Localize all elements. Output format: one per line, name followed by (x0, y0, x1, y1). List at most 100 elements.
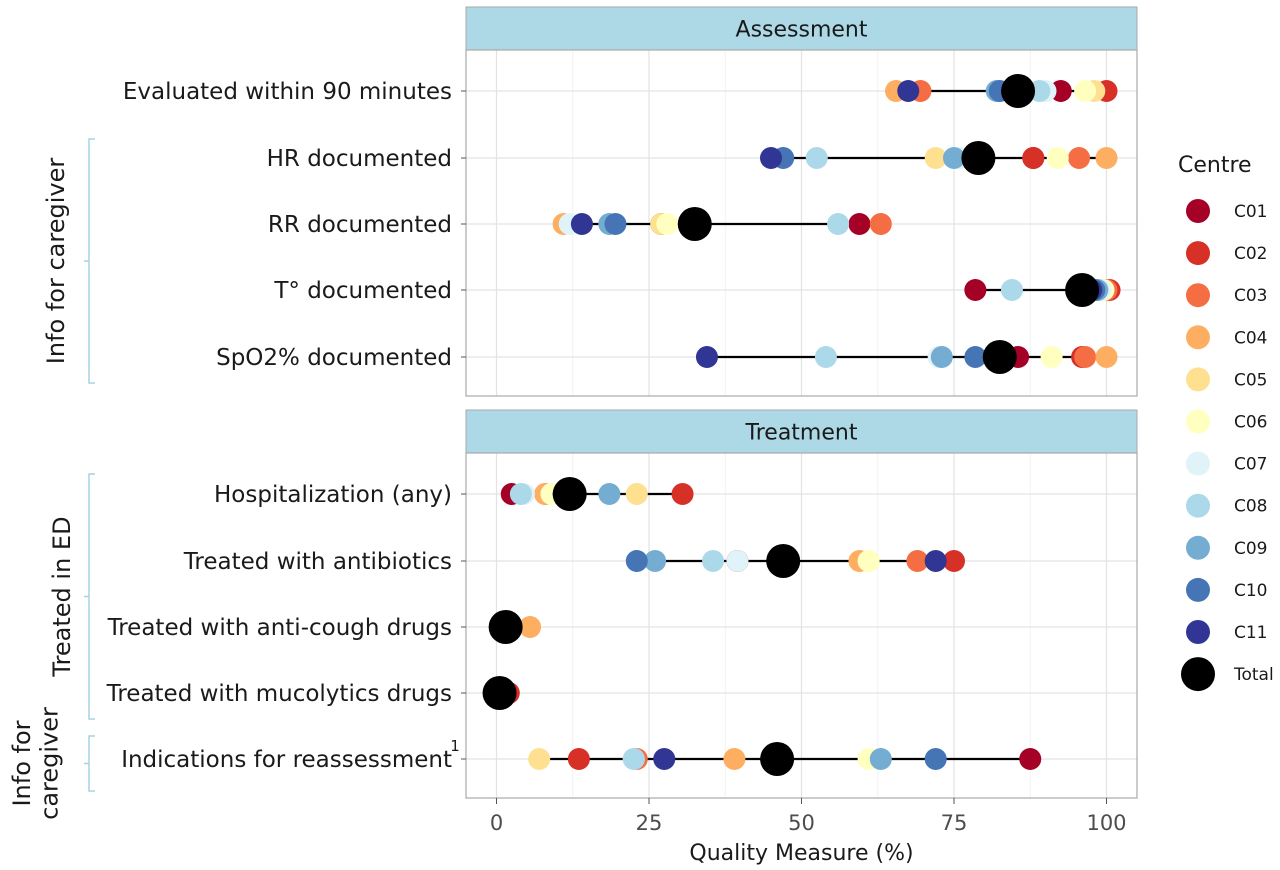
point-c09 (598, 483, 621, 505)
legend-item: C02 (1186, 241, 1268, 266)
panel-strip (465, 409, 1138, 454)
point-c08 (814, 346, 837, 368)
point-c10 (625, 550, 648, 572)
row-label: Indications for reassessment (121, 747, 452, 773)
point-c08 (1000, 279, 1023, 301)
bracket-line (88, 473, 95, 720)
group-label-line: caregiver (36, 707, 64, 820)
point-total (482, 676, 517, 710)
point-c09 (930, 346, 953, 368)
point-c01 (1049, 80, 1072, 102)
legend-label: C11 (1234, 623, 1268, 643)
point-c10 (964, 346, 987, 368)
legend-item: C09 (1186, 535, 1268, 560)
legend-swatch (1186, 535, 1210, 560)
row-label: SpO2% documented (216, 345, 452, 371)
legend-swatch (1186, 409, 1210, 434)
point-total (677, 207, 712, 241)
point-c09 (943, 147, 965, 169)
point-c08 (509, 483, 532, 505)
point-c03 (869, 213, 892, 235)
legend-swatch (1186, 199, 1210, 223)
data-row: Treated with mucolytics drugs (106, 676, 520, 710)
point-c08 (805, 147, 828, 169)
point-c09 (644, 550, 667, 572)
point-c11 (924, 550, 947, 572)
legend-label: C06 (1234, 413, 1268, 433)
point-total (766, 544, 801, 578)
point-c05 (625, 483, 648, 505)
point-c06 (1040, 346, 1063, 368)
point-c09 (869, 748, 892, 770)
data-row: Treated with antibiotics (183, 544, 965, 578)
point-c01 (1019, 748, 1042, 770)
legend-item: C03 (1186, 283, 1268, 308)
legend-swatch (1186, 325, 1210, 350)
point-c05 (924, 147, 947, 169)
row-label: HR documented (267, 146, 452, 172)
point-c03 (1074, 346, 1097, 368)
bracket-line (88, 735, 95, 792)
legend-item: C06 (1186, 409, 1268, 434)
x-tick-label: 50 (788, 811, 815, 835)
panel-border (465, 49, 1138, 397)
legend-item: C08 (1186, 493, 1268, 518)
data-row: RR documented (268, 207, 892, 241)
point-c11 (695, 346, 718, 368)
point-c03 (1068, 147, 1091, 169)
legend-label: Total (1233, 665, 1274, 685)
data-row: Treated with anti-cough drugs (107, 610, 542, 644)
point-total (982, 340, 1017, 374)
legend-label: C08 (1234, 497, 1268, 517)
point-total (1001, 74, 1036, 108)
legend-label: C01 (1234, 202, 1268, 222)
point-c01 (964, 279, 987, 301)
row-label: RR documented (268, 212, 452, 238)
panel-strip-title: Assessment (736, 18, 868, 43)
legend-label: C02 (1234, 244, 1268, 264)
legend-swatch (1186, 620, 1210, 644)
point-c04 (1095, 346, 1118, 368)
legend-swatch (1186, 493, 1210, 518)
legend-swatch (1186, 283, 1210, 308)
point-c07 (726, 550, 749, 572)
point-c06 (1074, 80, 1097, 102)
row-label: Treated with anti-cough drugs (107, 615, 452, 641)
point-c06 (857, 550, 880, 572)
row-label: Treated with mucolytics drugs (106, 681, 452, 707)
point-total (488, 610, 523, 644)
point-c11 (653, 748, 676, 770)
legend-label: C03 (1234, 286, 1268, 306)
point-c03 (906, 550, 929, 572)
point-c10 (604, 213, 627, 235)
data-row: Hospitalization (any) (214, 477, 694, 511)
row-label: Evaluated within 90 minutes (123, 79, 452, 105)
point-c04 (519, 616, 542, 638)
point-c11 (897, 80, 920, 102)
row-label: T° documented (273, 278, 452, 304)
legend-label: C07 (1234, 455, 1268, 475)
legend-swatch (1186, 451, 1210, 476)
x-tick-label: 100 (1086, 811, 1126, 835)
group-bracket: Info for caregiver (42, 138, 95, 384)
legend-item: Total (1181, 657, 1274, 692)
panel-assessment: Assessment Evaluated within 90 minutes HR … (123, 6, 1138, 397)
legend-swatch (1186, 241, 1210, 266)
point-total (1065, 273, 1100, 307)
legend-item: C04 (1186, 325, 1268, 350)
point-total (552, 477, 587, 511)
point-total (760, 742, 795, 776)
x-tick-label: 75 (941, 811, 968, 835)
point-c04 (723, 748, 746, 770)
point-c06 (1046, 147, 1069, 169)
point-c08 (702, 550, 725, 572)
legend: Centre C01 C02 C03 C04 C05 C06 C07 C08 C09 C10 C11 T… (1178, 153, 1274, 692)
group-label: Treated in ED (48, 516, 76, 677)
point-c02 (567, 748, 590, 770)
legend-label: C09 (1234, 539, 1268, 559)
panel-strip (465, 6, 1138, 51)
point-c04 (1095, 147, 1118, 169)
